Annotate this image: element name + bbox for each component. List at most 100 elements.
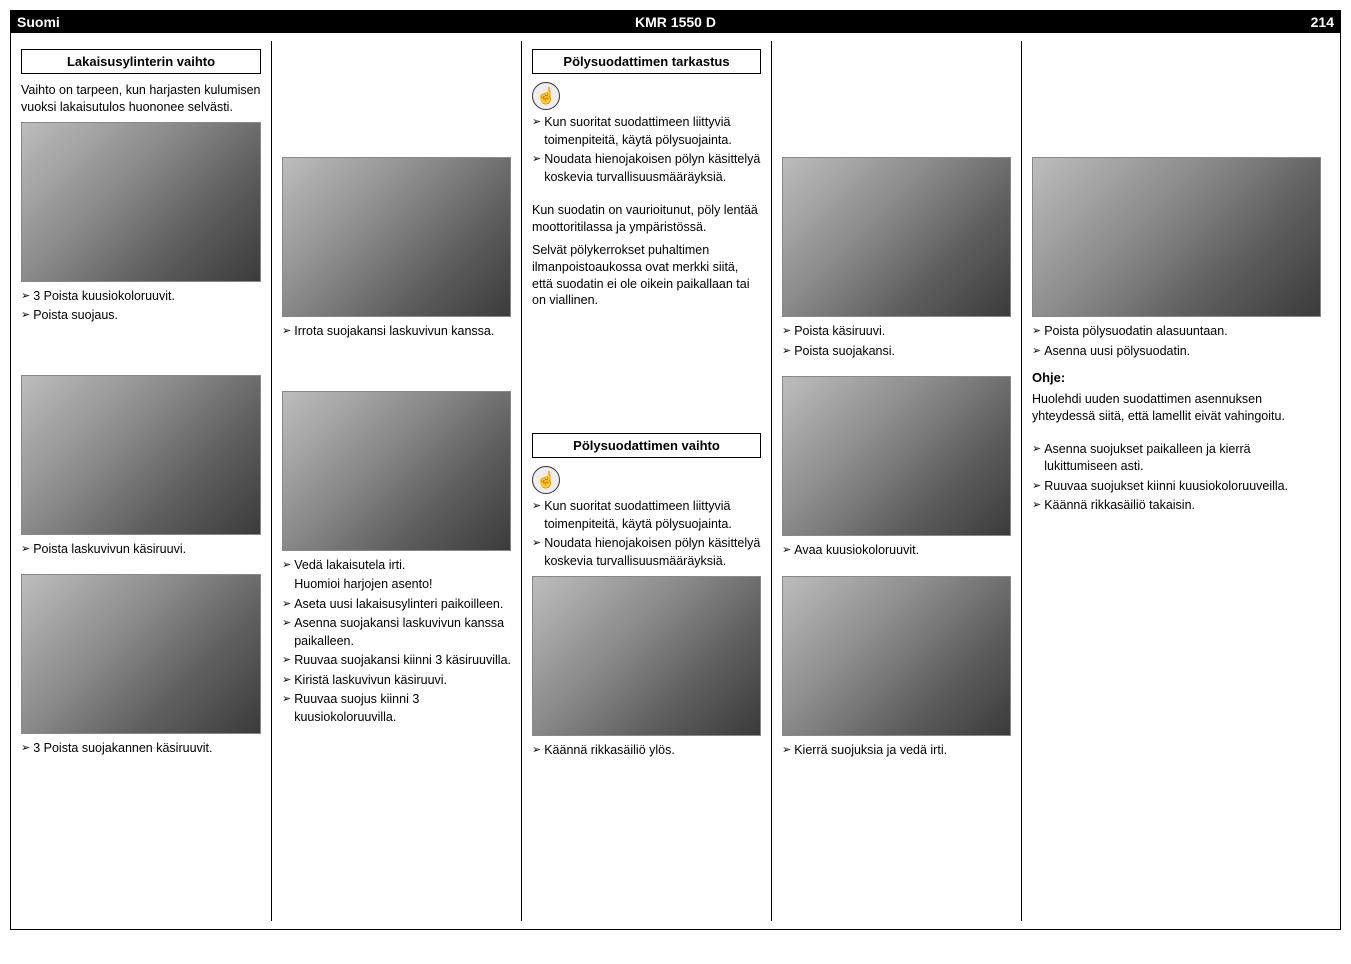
list-item-text: Käännä rikkasäiliö ylös. <box>544 742 675 760</box>
list-item-text: Asenna suojakansi laskuvivun kanssa paik… <box>294 615 511 650</box>
figure-placeholder <box>282 391 511 551</box>
caption-list: ➢3 Poista suojakannen käsiruuvit. <box>21 740 261 758</box>
list-item: ➢Poista käsiruuvi. <box>782 323 1011 341</box>
bullet-arrow-icon: ➢ <box>1032 497 1041 514</box>
list-item-text: Avaa kuusiokoloruuvit. <box>794 542 919 560</box>
caption-list: ➢Käännä rikkasäiliö ylös. <box>532 742 761 760</box>
list-item: ➢Käännä rikkasäiliö ylös. <box>532 742 761 760</box>
caption-list: ➢Poista käsiruuvi. ➢Poista suojakansi. <box>782 323 1011 360</box>
bullet-arrow-icon: ➢ <box>282 652 291 669</box>
bullet-arrow-icon: ➢ <box>282 615 291 632</box>
section-title: Pölysuodattimen tarkastus <box>532 49 761 74</box>
list-item-text: Aseta uusi lakaisusylinteri paikoilleen. <box>294 596 503 614</box>
list-item-text: Poista pölysuodatin alasuuntaan. <box>1044 323 1227 341</box>
bullet-arrow-icon: ➢ <box>1032 343 1041 360</box>
bullet-arrow-icon: ➢ <box>532 535 541 552</box>
caption-list: ➢Poista laskuvivun käsiruuvi. <box>21 541 261 559</box>
column-5: ➢Poista pölysuodatin alasuuntaan.➢Asenna… <box>1021 41 1321 921</box>
paragraph: Selvät pölykerrokset puhaltimen ilmanpoi… <box>532 242 761 310</box>
list-item: ➢Ruuvaa suojukset kiinni kuusiokoloruuve… <box>1032 478 1321 496</box>
list-item-text: Poista suojaus. <box>33 307 118 325</box>
list-item-text: Ruuvaa suojus kiinni 3 kuusiokoloruuvill… <box>294 691 511 726</box>
caption-list: ➢3 Poista kuusiokoloruuvit.➢Poista suoja… <box>21 288 261 325</box>
header-page: 214 <box>1311 14 1334 30</box>
bullet-arrow-icon: ➢ <box>532 498 541 515</box>
list-item-text: Noudata hienojakoisen pölyn käsittelyä k… <box>544 535 761 570</box>
figure-placeholder <box>282 157 511 317</box>
header-bar: Suomi KMR 1550 D 214 <box>11 11 1340 33</box>
hint-icon: ☝ <box>532 466 560 494</box>
figure-placeholder <box>532 576 761 736</box>
list-item: ➢Kun suoritat suodattimeen liittyviä toi… <box>532 498 761 533</box>
header-model: KMR 1550 D <box>635 14 716 30</box>
caption-list: ➢Irrota suojakansi laskuvivun kanssa. <box>282 323 511 341</box>
column-1: Lakaisusylinterin vaihto Vaihto on tarpe… <box>21 41 271 921</box>
note-body: Huolehdi uuden suodattimen asennuksen yh… <box>1032 391 1321 425</box>
list-item: ➢Poista laskuvivun käsiruuvi. <box>21 541 261 559</box>
list-item: ➢Vedä lakaisutela irti. <box>282 557 511 575</box>
list-item: ➢Poista suojakansi. <box>782 343 1011 361</box>
bullet-arrow-icon: ➢ <box>532 742 541 759</box>
list-item: ➢Asenna suojukset paikalleen ja kierrä l… <box>1032 441 1321 476</box>
note-title: Ohje: <box>1032 370 1321 385</box>
list-item-text: 3 Poista suojakannen käsiruuvit. <box>33 740 212 758</box>
list-item-text: Irrota suojakansi laskuvivun kanssa. <box>294 323 494 341</box>
list-item-text: Noudata hienojakoisen pölyn käsittelyä k… <box>544 151 761 186</box>
list-item: ➢3 Poista kuusiokoloruuvit. <box>21 288 261 306</box>
figure-placeholder <box>21 375 261 535</box>
list-item: ➢Kun suoritat suodattimeen liittyviä toi… <box>532 114 761 149</box>
bullet-arrow-icon: ➢ <box>782 542 791 559</box>
header-language: Suomi <box>17 14 60 30</box>
list-item-text: Asenna uusi pölysuodatin. <box>1044 343 1190 361</box>
caption-list: ➢Poista pölysuodatin alasuuntaan. ➢Asenna… <box>1032 323 1321 360</box>
list-item: ➢3 Poista suojakannen käsiruuvit. <box>21 740 261 758</box>
figure-placeholder <box>21 574 261 734</box>
list-item-text: 3 Poista kuusiokoloruuvit. <box>33 288 175 306</box>
bullet-arrow-icon: ➢ <box>1032 478 1041 495</box>
list-item-text: Huomioi harjojen asento! <box>294 576 432 594</box>
bullet-list: ➢Kun suoritat suodattimeen liittyviä toi… <box>532 498 761 570</box>
bullet-arrow-icon: ➢ <box>782 343 791 360</box>
column-2: ➢Irrota suojakansi laskuvivun kanssa. ➢V… <box>271 41 521 921</box>
figure-placeholder <box>782 376 1011 536</box>
list-item: ➢Asenna uusi pölysuodatin. <box>1032 343 1321 361</box>
list-item: ➢Ruuvaa suojakansi kiinni 3 käsiruuvilla… <box>282 652 511 670</box>
list-item-text: Kun suoritat suodattimeen liittyviä toim… <box>544 114 761 149</box>
bullet-list: ➢Asenna suojukset paikalleen ja kierrä l… <box>1032 441 1321 515</box>
manual-page: Suomi KMR 1550 D 214 Lakaisusylinterin v… <box>10 10 1341 930</box>
bullet-arrow-icon: ➢ <box>282 691 291 708</box>
figure-placeholder <box>782 576 1011 736</box>
list-item: ➢Huomioi harjojen asento! <box>282 576 511 594</box>
caption-list: ➢Avaa kuusiokoloruuvit. <box>782 542 1011 560</box>
caption-list: ➢Vedä lakaisutela irti.➢Huomioi harjojen… <box>282 557 511 727</box>
figure-placeholder <box>1032 157 1321 317</box>
list-item-text: Kun suoritat suodattimeen liittyviä toim… <box>544 498 761 533</box>
list-item-text: Vedä lakaisutela irti. <box>294 557 405 575</box>
bullet-arrow-icon: ➢ <box>532 114 541 131</box>
list-item: ➢Kiristä laskuvivun käsiruuvi. <box>282 672 511 690</box>
list-item: ➢Aseta uusi lakaisusylinteri paikoilleen… <box>282 596 511 614</box>
column-3: Pölysuodattimen tarkastus ☝ ➢Kun suorita… <box>521 41 771 921</box>
list-item-text: Asenna suojukset paikalleen ja kierrä lu… <box>1044 441 1321 476</box>
figure-placeholder <box>21 122 261 282</box>
bullet-arrow-icon: ➢ <box>21 541 30 558</box>
list-item: ➢Käännä rikkasäiliö takaisin. <box>1032 497 1321 515</box>
bullet-arrow-icon: ➢ <box>282 557 291 574</box>
list-item: ➢Asenna suojakansi laskuvivun kanssa pai… <box>282 615 511 650</box>
hint-icon: ☝ <box>532 82 560 110</box>
bullet-arrow-icon: ➢ <box>21 307 30 324</box>
bullet-arrow-icon: ➢ <box>782 742 791 759</box>
list-item-text: Kierrä suojuksia ja vedä irti. <box>794 742 947 760</box>
list-item-text: Käännä rikkasäiliö takaisin. <box>1044 497 1195 515</box>
column-4: ➢Poista käsiruuvi.➢Poista suojakansi. ➢A… <box>771 41 1021 921</box>
list-item-text: Ruuvaa suojakansi kiinni 3 käsiruuvilla. <box>294 652 511 670</box>
list-item: ➢Noudata hienojakoisen pölyn käsittelyä … <box>532 535 761 570</box>
bullet-arrow-icon: ➢ <box>282 323 291 340</box>
bullet-arrow-icon: ➢ <box>21 288 30 305</box>
caption-list: ➢Kierrä suojuksia ja vedä irti. <box>782 742 1011 760</box>
bullet-arrow-icon: ➢ <box>1032 441 1041 458</box>
list-item: ➢Ruuvaa suojus kiinni 3 kuusiokoloruuvil… <box>282 691 511 726</box>
bullet-arrow-icon: ➢ <box>282 596 291 613</box>
paragraph: Kun suodatin on vaurioitunut, pöly lentä… <box>532 202 761 236</box>
section-title: Lakaisusylinterin vaihto <box>21 49 261 74</box>
